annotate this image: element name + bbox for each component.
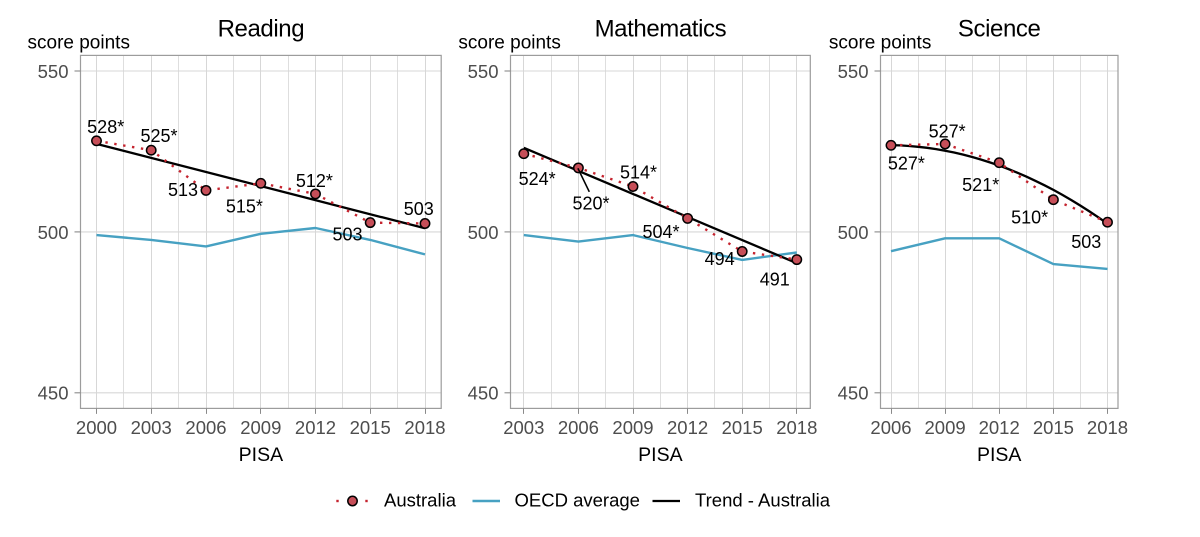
svg-text:515*: 515* [226,197,263,217]
svg-text:528*: 528* [87,117,124,137]
svg-text:500: 500 [38,222,69,243]
svg-text:503: 503 [332,225,362,245]
svg-text:2003: 2003 [131,417,172,438]
svg-text:450: 450 [838,383,869,404]
svg-text:2015: 2015 [350,417,391,438]
svg-text:524*: 524* [519,169,556,189]
svg-text:PISA: PISA [239,444,283,466]
svg-text:503: 503 [1071,232,1101,252]
svg-text:520*: 520* [572,193,609,213]
svg-text:521*: 521* [962,175,999,195]
svg-text:2015: 2015 [722,417,763,438]
svg-text:Trend - Australia: Trend - Australia [695,490,831,511]
svg-text:Australia: Australia [384,490,457,511]
svg-text:550: 550 [38,61,69,82]
svg-text:500: 500 [468,222,499,243]
svg-text:score points: score points [28,33,130,54]
svg-text:527*: 527* [929,121,966,141]
svg-text:527*: 527* [888,153,925,173]
svg-text:2018: 2018 [776,417,817,438]
svg-text:score points: score points [458,33,560,54]
svg-text:514*: 514* [620,163,657,183]
svg-text:525*: 525* [140,126,177,146]
svg-text:513: 513 [168,180,198,200]
svg-text:2006: 2006 [185,417,226,438]
svg-text:550: 550 [468,61,499,82]
svg-text:2006: 2006 [870,417,911,438]
svg-text:2018: 2018 [1087,417,1128,438]
svg-text:512*: 512* [296,171,333,191]
svg-text:504*: 504* [642,222,679,242]
svg-text:2009: 2009 [925,417,966,438]
svg-text:2009: 2009 [240,417,281,438]
svg-text:500: 500 [838,222,869,243]
svg-text:2009: 2009 [612,417,653,438]
svg-text:score points: score points [829,33,931,54]
svg-text:450: 450 [468,383,499,404]
svg-text:Reading: Reading [218,16,305,43]
svg-text:OECD average: OECD average [515,490,640,511]
svg-text:2018: 2018 [404,417,445,438]
svg-text:2012: 2012 [295,417,336,438]
svg-text:494: 494 [705,249,735,269]
svg-text:503: 503 [404,199,434,219]
svg-text:PISA: PISA [638,444,682,466]
svg-text:PISA: PISA [977,444,1021,466]
svg-text:2012: 2012 [979,417,1020,438]
svg-text:2000: 2000 [76,417,117,438]
svg-text:450: 450 [38,383,69,404]
svg-text:Science: Science [958,16,1041,43]
svg-text:550: 550 [838,61,869,82]
svg-text:2006: 2006 [558,417,599,438]
svg-text:2012: 2012 [667,417,708,438]
svg-text:2015: 2015 [1033,417,1074,438]
svg-text:2003: 2003 [503,417,544,438]
svg-text:Mathematics: Mathematics [595,16,727,43]
svg-text:491: 491 [760,269,790,289]
svg-text:510*: 510* [1011,207,1048,227]
